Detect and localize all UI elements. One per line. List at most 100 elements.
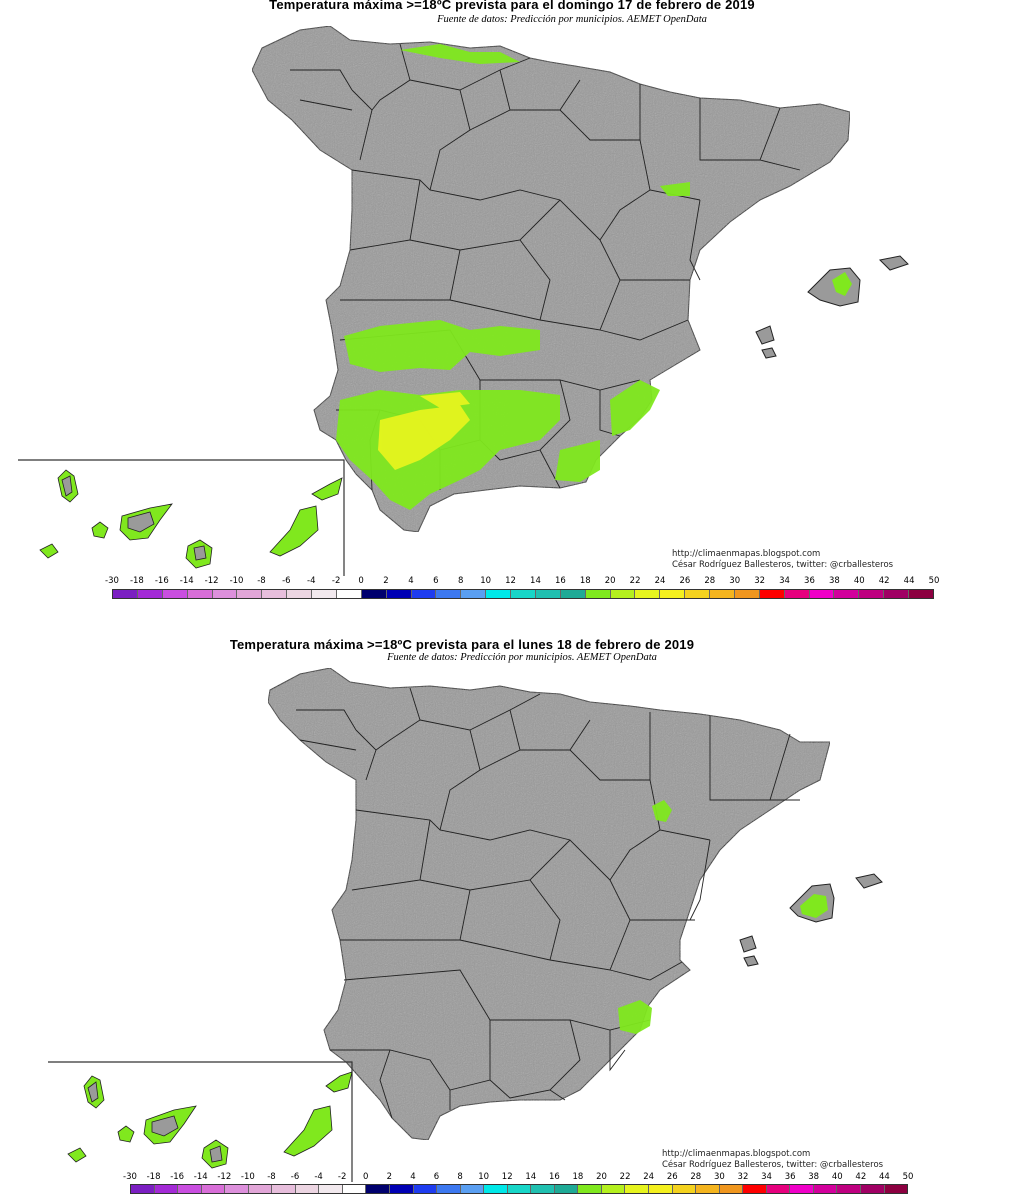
- canary-inset-frame: [48, 1061, 353, 1182]
- legend-label: 32: [737, 1172, 749, 1182]
- legend-label: -4: [314, 1172, 323, 1182]
- legend-label: 4: [410, 1172, 416, 1182]
- legend-swatch: [809, 590, 835, 598]
- legend-swatch: [660, 590, 686, 598]
- legend-swatch: [734, 590, 760, 598]
- legend-swatch: [212, 590, 238, 598]
- legend-label: 0: [363, 1172, 369, 1182]
- legend-label: 36: [804, 576, 815, 586]
- legend-swatch: [625, 1185, 650, 1193]
- legend-label: -6: [290, 1172, 300, 1182]
- legend-swatch: [585, 590, 611, 598]
- legend-label: 44: [903, 576, 915, 586]
- legend-swatch: [336, 590, 362, 598]
- legend-swatch: [784, 590, 810, 598]
- province-borders: [290, 43, 801, 491]
- legend-swatch: [790, 1185, 814, 1193]
- warm-areas: [618, 800, 672, 1034]
- ibiza: [755, 325, 775, 345]
- legend-label: 16: [554, 576, 566, 586]
- legend-swatch: [319, 1185, 343, 1193]
- legend-label: 20: [604, 576, 616, 586]
- legend-label: 4: [408, 576, 414, 586]
- legend-swatch: [610, 590, 636, 598]
- legend-label: 30: [713, 1172, 725, 1182]
- legend-swatch: [649, 1185, 673, 1193]
- credit-url: http://climaenmapas.blogspot.com: [672, 549, 821, 559]
- legend-swatch: [187, 590, 213, 598]
- mallorca: [807, 267, 861, 307]
- legend-label: 26: [679, 576, 691, 586]
- legend-swatch: [225, 1185, 249, 1193]
- map-source: Fuente de datos: Predicción por municipi…: [387, 652, 657, 663]
- legend-swatch: [436, 590, 462, 598]
- legend-swatch: [411, 590, 437, 598]
- legend-label: -10: [229, 576, 244, 586]
- legend-label: 6: [433, 576, 439, 586]
- legend-swatch: [201, 1185, 226, 1193]
- legend-swatch: [178, 1185, 202, 1193]
- canary-islands: [67, 1071, 353, 1169]
- legend-label: 24: [654, 576, 666, 586]
- legend-swatch: [535, 590, 561, 598]
- legend-swatch: [113, 590, 138, 598]
- legend-label: 18: [579, 576, 591, 586]
- legend-swatch: [507, 1185, 532, 1193]
- legend-label: 14: [525, 1172, 537, 1182]
- legend-label: 12: [505, 576, 516, 586]
- legend-label: 10: [478, 1172, 490, 1182]
- legend-label: 28: [690, 1172, 702, 1182]
- legend-label: 6: [433, 1172, 440, 1182]
- legend-swatch: [162, 590, 188, 598]
- legend-swatch: [461, 590, 487, 598]
- legend-swatch: [884, 1185, 908, 1193]
- legend-swatch: [248, 1185, 273, 1193]
- ibiza: [739, 935, 757, 953]
- legend-swatch: [560, 590, 586, 598]
- legend-swatch: [601, 1185, 626, 1193]
- legend-label: -16: [154, 576, 169, 586]
- legend-label: 16: [548, 1172, 560, 1182]
- hot-areas: [378, 392, 470, 470]
- legend-swatch: [813, 1185, 838, 1193]
- legend-swatch: [860, 1185, 885, 1193]
- legend-label: -18: [146, 1172, 161, 1182]
- legend-swatch: [719, 1185, 744, 1193]
- legend-swatch: [554, 1185, 579, 1193]
- legend-label: -30: [105, 576, 119, 586]
- legend-label: 42: [878, 576, 890, 586]
- legend-label: -18: [129, 576, 144, 586]
- legend-swatch: [131, 1185, 155, 1193]
- map-panel-monday: Temperatura máxima >=18ºC prevista para …: [0, 630, 1024, 1198]
- legend-label: -4: [307, 576, 316, 586]
- legend-label: 14: [530, 576, 541, 586]
- legend-label: 38: [828, 576, 840, 586]
- warm-areas: [336, 44, 690, 510]
- legend-swatch: [312, 590, 337, 598]
- legend-swatch: [511, 590, 536, 598]
- legend-swatch: [460, 1185, 485, 1193]
- legend-label: 24: [643, 1172, 655, 1182]
- map-source: Fuente de datos: Predicción por municipi…: [437, 14, 707, 25]
- legend-label: 12: [501, 1172, 513, 1182]
- legend-labels: -30 -18 -16 -14 -12 -10 -8 -6 -4 -2 0 2 4 6 8 10 12 14 16 1…: [105, 576, 939, 588]
- credit-author: César Rodríguez Ballesteros, twitter: @c…: [672, 560, 894, 570]
- legend-swatch: [262, 590, 288, 598]
- legend-swatch: [909, 590, 933, 598]
- legend-label: -14: [179, 576, 194, 586]
- legend-label: 22: [619, 1172, 631, 1182]
- legend-swatch: [635, 590, 661, 598]
- map-title: Temperatura máxima >=18ºC prevista para …: [269, 0, 755, 12]
- legend-label: 44: [879, 1172, 890, 1182]
- legend-label: 30: [729, 576, 741, 586]
- legend-label: -30: [123, 1172, 137, 1182]
- legend-swatch: [531, 1185, 555, 1193]
- legend-swatch: [237, 590, 263, 598]
- menorca: [878, 255, 909, 271]
- legend-label: 50: [902, 1172, 914, 1182]
- legend-label: 38: [808, 1172, 820, 1182]
- spain-map: [48, 667, 883, 1182]
- peninsula-landmass: [251, 25, 851, 533]
- legend-label: 42: [855, 1172, 867, 1182]
- legend-swatch: [342, 1185, 367, 1193]
